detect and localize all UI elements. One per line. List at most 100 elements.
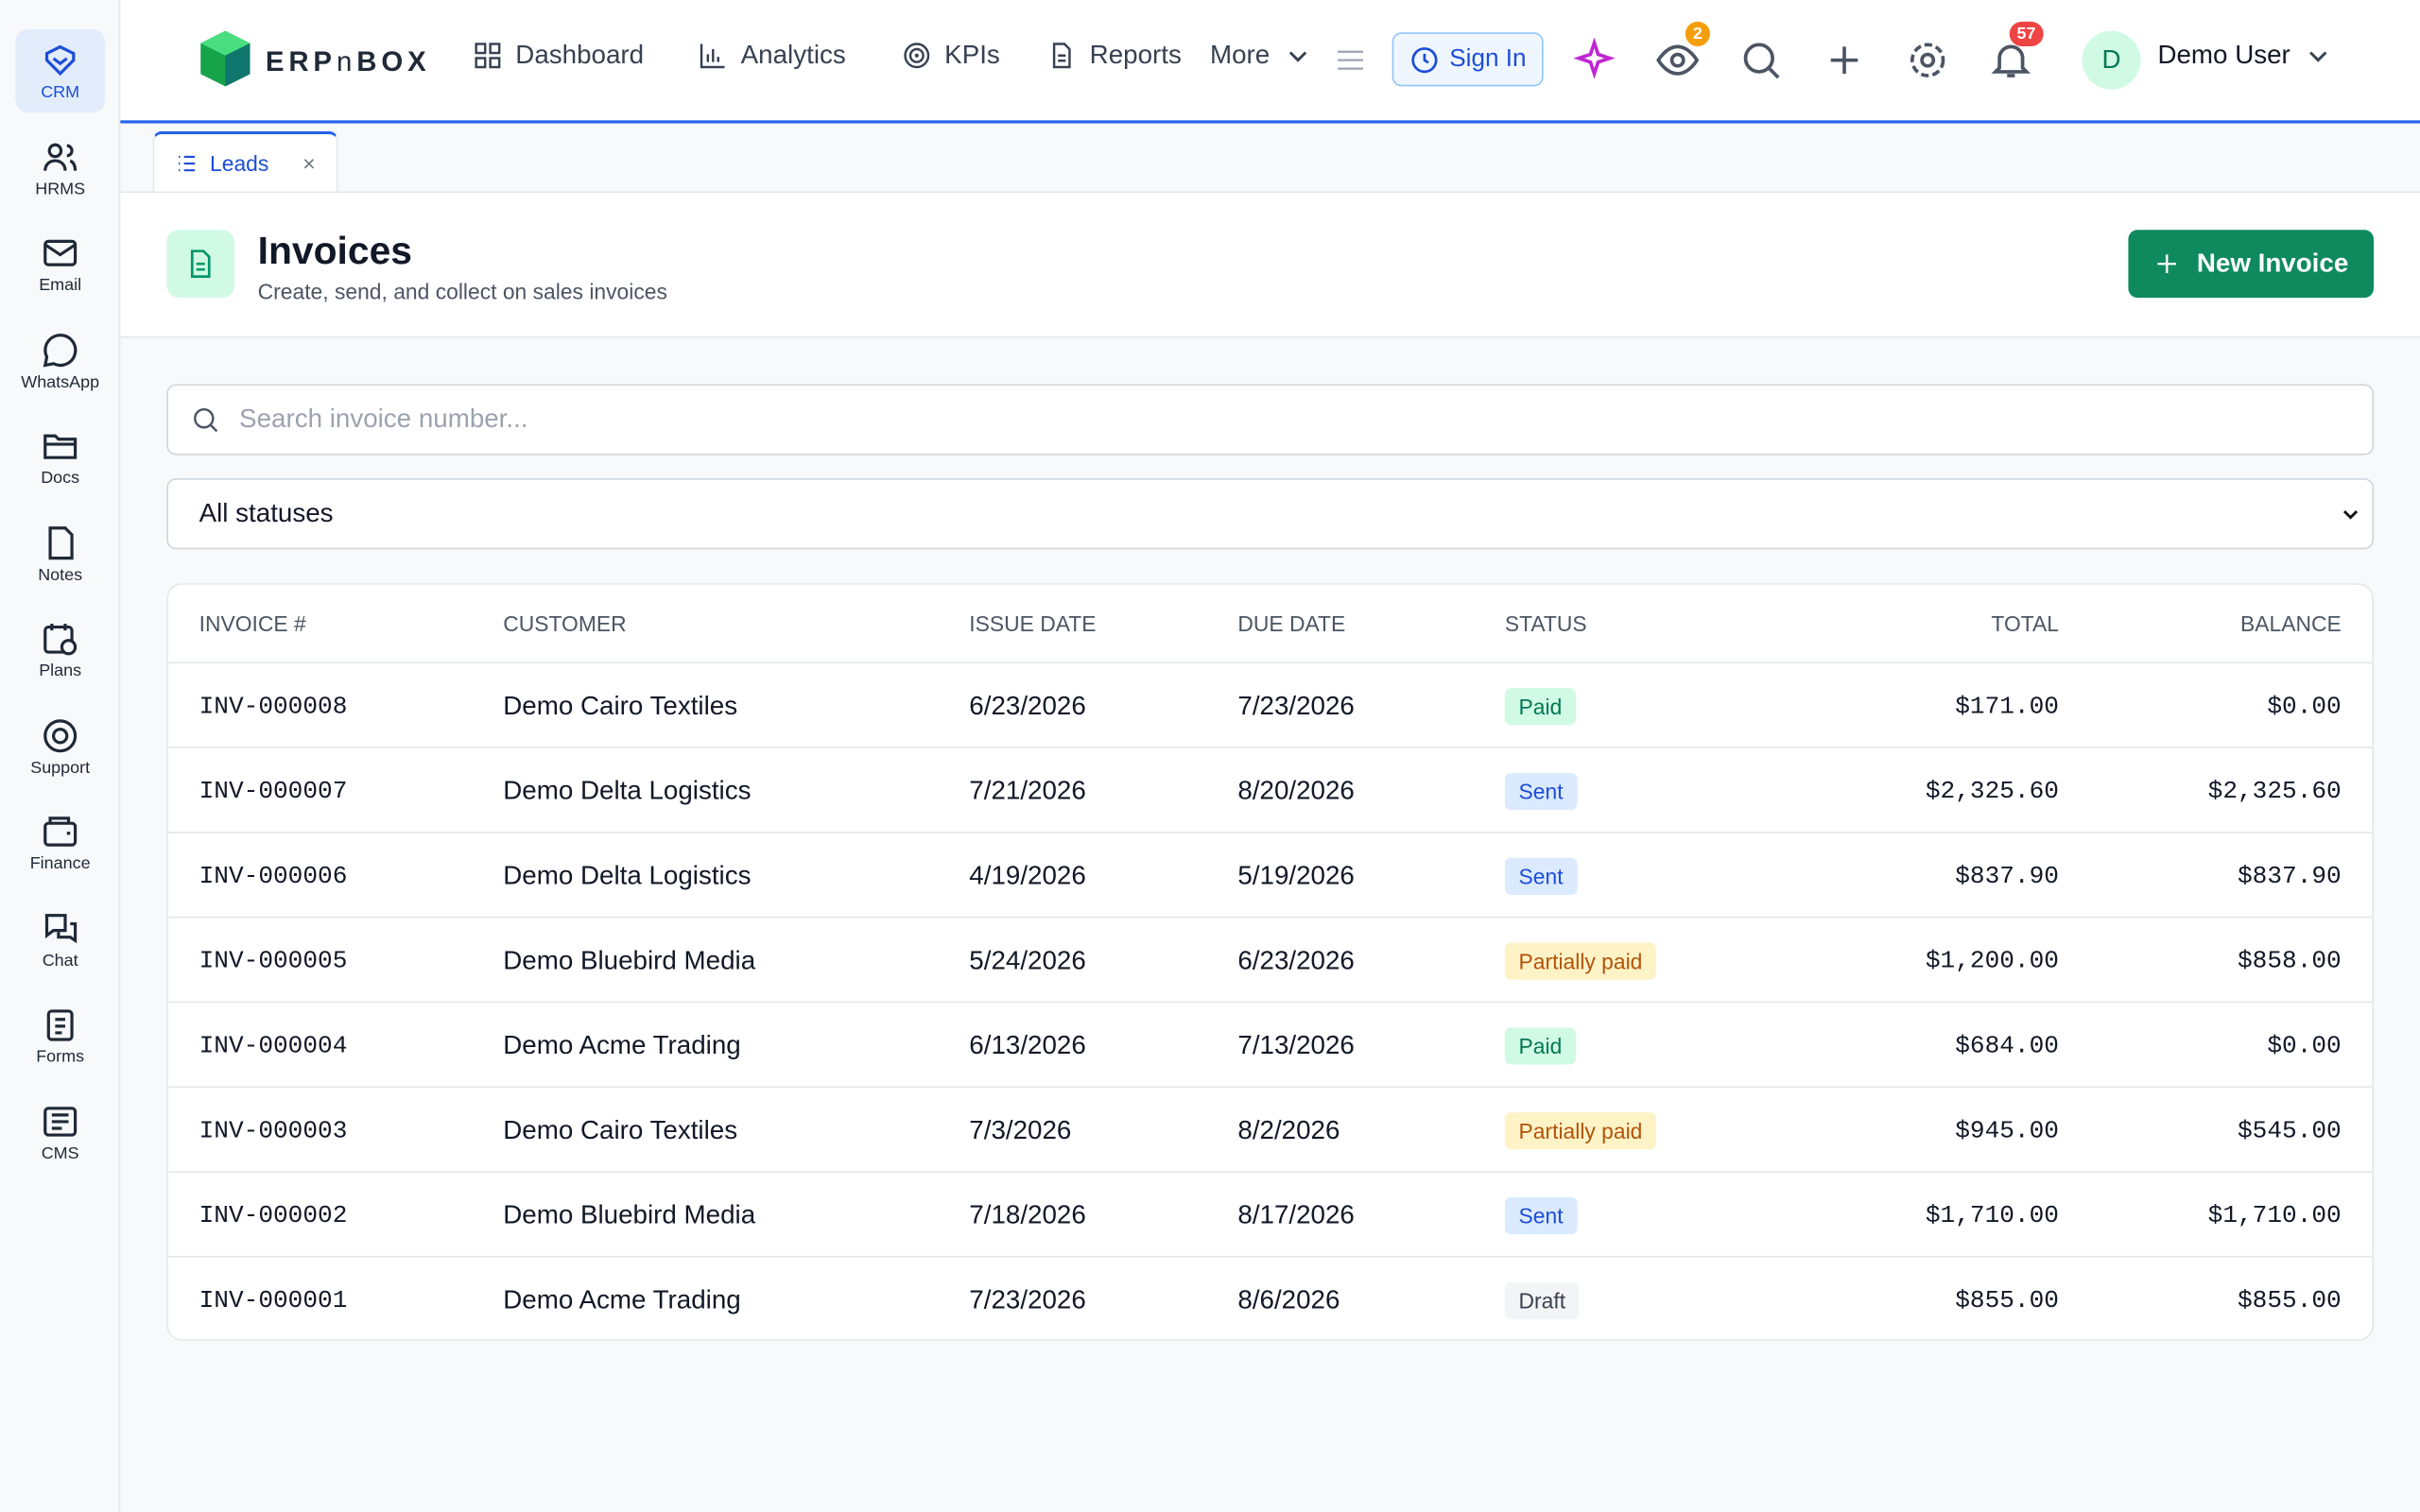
sidebar-label[interactable]: Email [39, 276, 82, 295]
user-name[interactable]: Demo User [2157, 40, 2290, 70]
sidebar-label[interactable]: Chat [42, 951, 78, 971]
nav-item[interactable]: Dashboard [473, 40, 645, 71]
table-row[interactable]: INV-000008 Demo Cairo Textiles 6/23/2026 7/… [167, 662, 2373, 747]
watch-button[interactable]: 2 [1654, 21, 1710, 83]
customer: Demo Bluebird Media [503, 944, 756, 975]
sign-in-label[interactable]: Sign In [1449, 45, 1527, 72]
tab-close[interactable]: × [302, 150, 316, 176]
nav-label[interactable]: Analytics [740, 40, 846, 70]
chevron [1288, 51, 1306, 62]
sidebar-label[interactable]: Docs [41, 469, 80, 488]
column-header: TOTAL [1991, 610, 2059, 636]
sidebar: CRM HRMS Email WhatsApp Docs Notes Plans Suppor… [0, 0, 121, 1512]
invoice-number: INV-000006 [199, 861, 348, 890]
page-header: Invoices Create, send, and collect on sa… [120, 193, 2420, 338]
sidebar-icon [46, 1009, 74, 1041]
sign-in-button[interactable]: Sign In [1392, 32, 1544, 87]
avatar[interactable]: D [2082, 30, 2141, 90]
sidebar-icon [43, 623, 78, 656]
bell-icon [1991, 44, 2031, 77]
sidebar-icon [48, 525, 74, 559]
sidebar-item[interactable]: Docs [15, 415, 105, 498]
logo-mark [200, 30, 251, 87]
nav-label[interactable]: Dashboard [515, 40, 645, 70]
logo-text: ERPnBOX [265, 45, 431, 77]
settings-icon[interactable] [1905, 37, 1951, 83]
sidebar-label[interactable]: WhatsApp [21, 372, 100, 391]
date: 5/19/2026 [1237, 860, 1355, 890]
amount: $0.00 [2267, 692, 2342, 720]
notifications-button[interactable]: 57 [1988, 21, 2044, 83]
table-row[interactable]: INV-000007 Demo Delta Logistics 7/21/2026 8… [167, 747, 2373, 833]
nav-icon [475, 43, 501, 69]
date: 5/24/2026 [969, 944, 1086, 975]
more-menu[interactable]: More [1210, 40, 1313, 71]
search-icon[interactable] [1737, 37, 1784, 83]
table-row[interactable]: INV-000002 Demo Bluebird Media 7/18/2026 8/… [167, 1171, 2373, 1257]
page-icon [166, 230, 235, 299]
amount: $2,325.60 [1925, 777, 2059, 805]
table-row[interactable]: INV-000005 Demo Bluebird Media 5/24/2026 6/… [167, 916, 2373, 1003]
plus-icon [2158, 254, 2177, 273]
sidebar-item[interactable]: WhatsApp [15, 318, 105, 402]
nav-label[interactable]: Reports [1089, 40, 1182, 70]
ai-icon[interactable] [1571, 37, 1617, 83]
invoice-number: INV-000002 [199, 1201, 348, 1229]
nav-item[interactable]: Reports [1046, 40, 1182, 71]
date: 7/13/2026 [1237, 1029, 1355, 1059]
sidebar-item[interactable]: Notes [15, 511, 105, 594]
sidebar-item[interactable]: CRM [15, 29, 106, 113]
more-label[interactable]: More [1210, 40, 1270, 70]
sidebar-icon [43, 142, 78, 170]
nav-label[interactable]: KPIs [944, 40, 1000, 70]
sidebar-item[interactable]: Plans [15, 608, 105, 691]
user-menu[interactable]: Demo User [2157, 40, 2333, 71]
sidebar-label[interactable]: Support [30, 758, 91, 778]
amount: $1,200.00 [1925, 946, 2059, 975]
search-icon [194, 407, 218, 433]
date: 6/13/2026 [969, 1029, 1086, 1059]
button-label[interactable]: New Invoice [2196, 248, 2349, 278]
tab[interactable]: Leads × [152, 130, 338, 192]
sidebar-item[interactable]: Chat [15, 897, 105, 980]
status-select[interactable]: All statuses [166, 478, 2375, 550]
search-placeholder[interactable]: Search invoice number... [239, 404, 528, 434]
sidebar-icon [43, 718, 78, 752]
table-row[interactable]: INV-000003 Demo Cairo Textiles 7/3/2026 8/2… [167, 1086, 2373, 1172]
sidebar-label[interactable]: Finance [29, 854, 91, 874]
nav-icon [1052, 43, 1071, 69]
sidebar-item[interactable]: Finance [15, 800, 105, 884]
page-title: Invoices [257, 230, 413, 273]
table-row[interactable]: INV-000001 Demo Acme Trading 7/23/2026 8/6/… [167, 1255, 2373, 1339]
sidebar-item[interactable]: Support [15, 704, 105, 787]
filters-icon[interactable] [1334, 37, 1368, 83]
sidebar-label[interactable]: Forms [36, 1047, 85, 1067]
table-row[interactable]: INV-000006 Demo Delta Logistics 4/19/2026 5… [167, 831, 2373, 918]
date: 8/6/2026 [1237, 1284, 1340, 1314]
notification-badge: 57 [2009, 21, 2044, 46]
sidebar-item[interactable]: Forms [15, 993, 105, 1076]
sidebar-item[interactable]: HRMS [15, 126, 105, 209]
tab-label[interactable]: Leads [210, 150, 269, 176]
status-pill: Sent [1504, 856, 1578, 895]
sidebar-label[interactable]: Plans [39, 662, 82, 680]
sidebar-item[interactable]: Email [15, 222, 105, 305]
nav-item[interactable]: KPIs [901, 40, 1000, 71]
sidebar-label[interactable]: HRMS [35, 180, 86, 198]
add-icon[interactable] [1822, 37, 1868, 83]
search-input[interactable]: Search invoice number... [166, 384, 2375, 455]
sidebar-label[interactable]: Notes [38, 565, 83, 584]
nav-item[interactable]: Analytics [698, 40, 846, 71]
sidebar-label[interactable]: CRM [41, 83, 80, 102]
column-header: CUSTOMER [503, 610, 627, 636]
sidebar-item[interactable]: CMS [15, 1090, 105, 1173]
table-row[interactable]: INV-000004 Demo Acme Trading 6/13/2026 7/13… [167, 1001, 2373, 1088]
watch-badge: 2 [1685, 21, 1710, 46]
new-invoice-button[interactable]: New Invoice [2128, 230, 2375, 299]
sidebar-icon [43, 816, 78, 847]
sidebar-label[interactable]: CMS [41, 1143, 79, 1163]
status-pill: Paid [1504, 687, 1576, 725]
amount: $858.00 [2237, 946, 2342, 975]
status-select-value[interactable]: All statuses [199, 498, 334, 528]
